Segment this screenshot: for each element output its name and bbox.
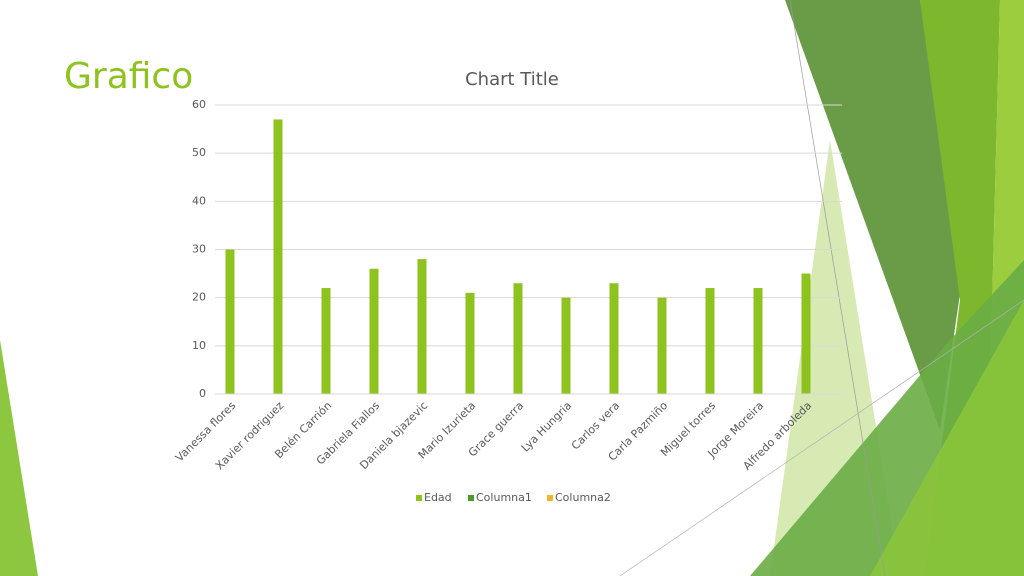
decor-left bbox=[0, 340, 38, 576]
bar bbox=[465, 292, 475, 394]
legend-swatch bbox=[468, 495, 474, 501]
legend-label: Columna1 bbox=[476, 491, 532, 504]
chart-title: Chart Title bbox=[465, 69, 559, 90]
y-tick-label: 20 bbox=[192, 291, 206, 304]
legend-label: Edad bbox=[424, 491, 452, 504]
bar bbox=[561, 297, 571, 394]
decor-corner bbox=[870, 300, 1024, 576]
bar bbox=[705, 288, 715, 394]
bar bbox=[225, 249, 235, 394]
decor-line bbox=[619, 299, 1024, 576]
y-tick-label: 50 bbox=[192, 146, 206, 159]
bar bbox=[801, 273, 811, 394]
bar bbox=[657, 297, 667, 394]
y-tick-label: 30 bbox=[192, 243, 206, 256]
y-tick-label: 10 bbox=[192, 339, 206, 352]
bar bbox=[753, 288, 763, 394]
bar bbox=[609, 283, 619, 394]
bar bbox=[513, 283, 523, 394]
bar bbox=[321, 288, 331, 394]
legend-label: Columna2 bbox=[555, 491, 611, 504]
bar bbox=[369, 268, 379, 394]
bar bbox=[273, 119, 283, 394]
y-tick-label: 60 bbox=[192, 98, 206, 111]
y-tick-label: 40 bbox=[192, 194, 206, 207]
y-tick-label: 0 bbox=[199, 387, 206, 400]
legend-swatch bbox=[416, 495, 422, 501]
decor-line bbox=[789, 0, 886, 576]
slide-title: Grafico bbox=[64, 56, 193, 97]
bar bbox=[417, 259, 427, 394]
decor-dark bbox=[785, 0, 965, 430]
legend-swatch bbox=[547, 495, 553, 501]
